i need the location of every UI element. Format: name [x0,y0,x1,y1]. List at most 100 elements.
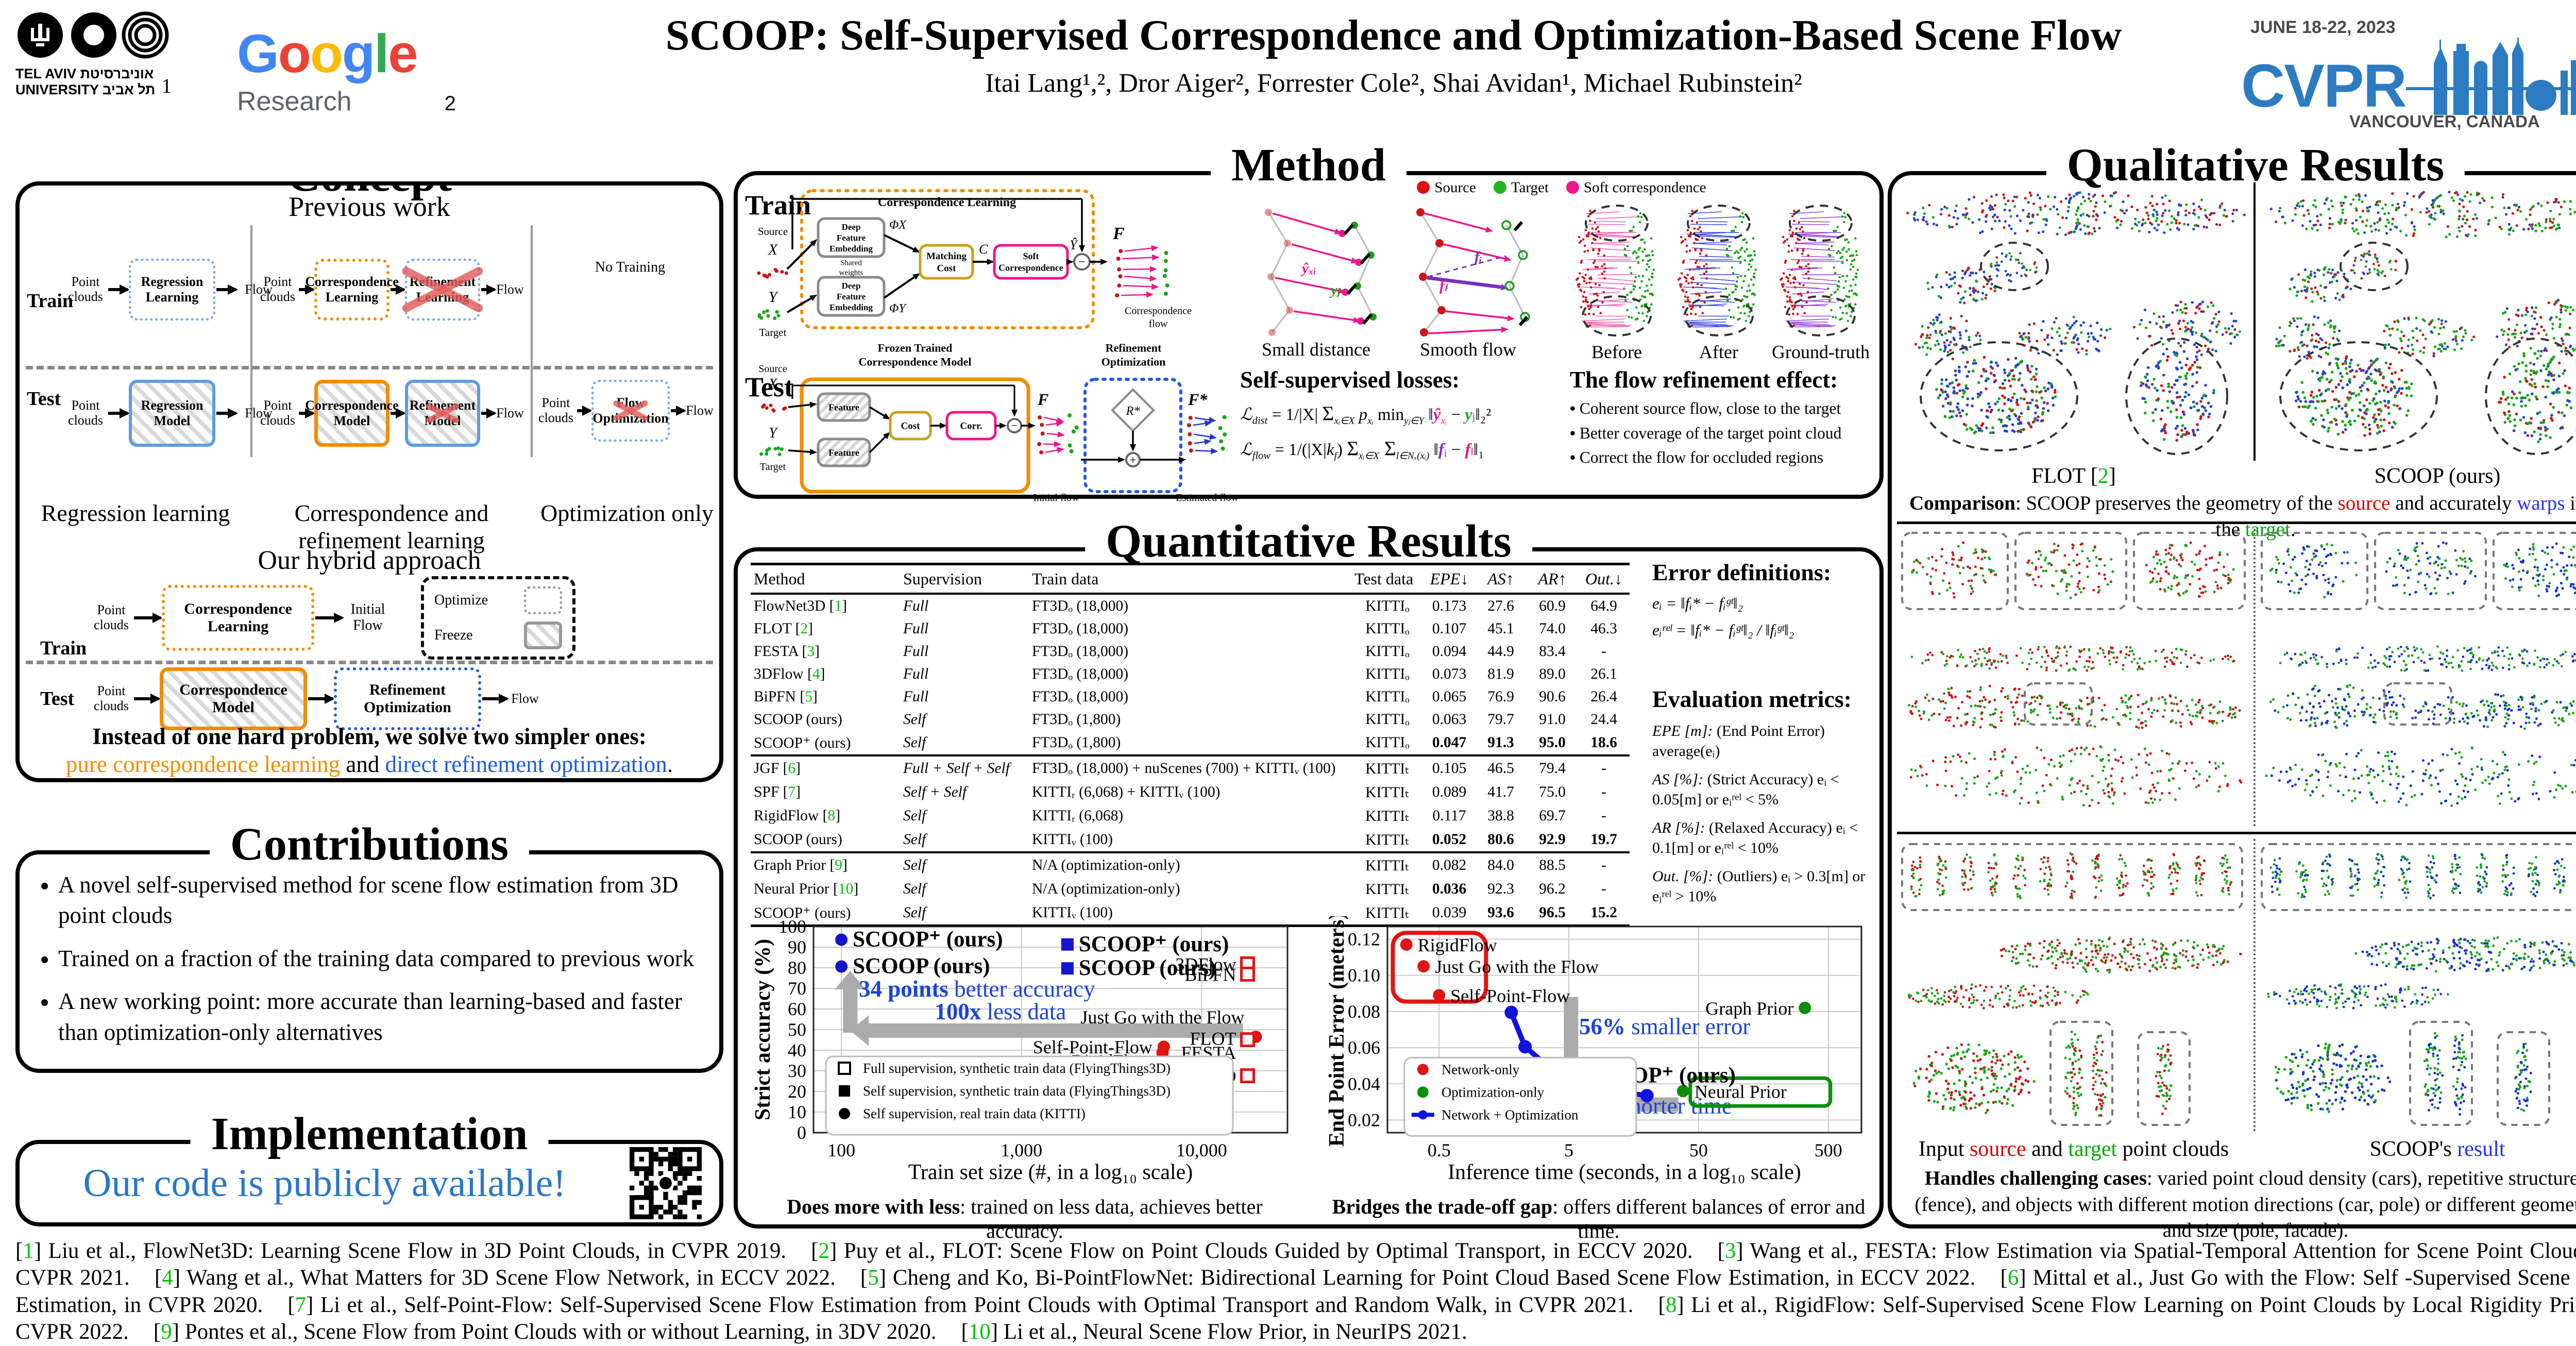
qualitative-results-section: Qualitative Results FLOT [2] SCOOP (ours… [1888,171,2576,1229]
metric-item: EPE [m]: (End Point Error) average(eᵢ) [1652,721,1882,761]
svg-text:0.10: 0.10 [1348,965,1380,986]
affiliation-2-marker: 2 [445,92,456,115]
svg-text:F: F [1037,390,1048,409]
svg-text:500: 500 [1815,1140,1842,1160]
poster-header: TEL AVIV אוניברסיטת UNIVERSITY תל אביב 1… [0,0,2576,135]
before-image [1568,199,1666,338]
hybrid-train-row: Train Point clouds Correspondence Learni… [40,576,575,660]
tau-name-line2: UNIVERSITY תל אביב [15,82,155,98]
svg-text:Graph Prior: Graph Prior [1705,998,1793,1019]
loss-sketches: ŷₓᵢ yⱼ Small distance fᵢ fₗ Smooth flow [1240,199,1554,363]
regression-train-cell: Point clouds Regression Learning Flow [64,259,249,321]
svg-text:BiPFN: BiPFN [1184,964,1236,985]
svg-text:0.04: 0.04 [1348,1073,1380,1094]
test-row-label: Test [27,388,61,410]
regression-caption: Regression learning [25,500,246,527]
legend-item: Source [1417,179,1476,196]
implementation-title: Implementation [191,1110,549,1159]
arrow-icon [108,288,128,291]
scoop-scene-image [2256,182,2576,461]
metric-item: AR [%]: (Relaxed Accuracy) eᵢ < 0.1[m] o… [1652,818,1882,858]
svg-text:−: − [1011,419,1018,432]
svg-text:10: 10 [788,1102,806,1122]
challenging-band-2 [1896,839,2576,1132]
smooth-flow-sketch [1392,199,1544,338]
column-divider [531,225,533,457]
svg-text:RigidFlow: RigidFlow [1418,935,1497,955]
svg-text:Self supervision, real train d: Self supervision, real train data (KITTI… [863,1106,1086,1121]
freeze-swatch-icon [524,621,562,649]
arrow-icon [108,412,128,415]
poster-authors: Itai Lang¹,², Dror Aiger², Forrester Col… [546,68,2241,98]
flow-optimization-box: Flow Optimization [591,380,670,442]
arrow-icon [134,697,159,700]
optimize-freeze-legend: Optimize Freeze [421,576,575,660]
implementation-section: Implementation Our code is publicly avai… [15,1140,723,1226]
svg-text:80: 80 [788,957,806,978]
tel-aviv-university-logo: TEL AVIV אוניברסיטת UNIVERSITY תל אביב 1 [15,9,237,98]
concept-section: Concept Previous work Train Test Point c… [15,181,723,782]
no-training-cell: No Training [540,259,720,276]
section-divider [1897,832,2576,834]
input-band1-image [1896,529,2253,827]
svg-text:34 points better accuracy: 34 points better accuracy [859,976,1095,1002]
svg-text:Correspondence Learning: Correspondence Learning [878,196,1016,209]
arrow-icon [315,616,342,619]
fi-label: fᵢ [1475,249,1482,266]
smooth-flow-caption: Smooth flow [1392,339,1544,360]
svg-text:60: 60 [788,999,806,1019]
svg-text:SCOOP⁺ (ours): SCOOP⁺ (ours) [853,928,1003,952]
effect-heading: The flow refinement effect: [1570,368,1879,392]
svg-text:C: C [979,242,988,257]
flow-smoothness-equation: ℒflow = 1/(|X|kf) Σxᵢ∈X Σl∈Nₓ(xᵢ) ‖fᵢ − … [1240,436,1554,462]
svg-text:SCOOP⁺ (ours): SCOOP⁺ (ours) [1079,932,1229,956]
arrow-icon [134,616,161,619]
chart2-caption: Bridges the trade-off gap: offers differ… [1323,1194,1874,1243]
tau-name-line1: TEL AVIV אוניברסיטת [15,66,155,82]
challenging-band-1 [1896,529,2576,827]
svg-text:Network + Optimization: Network + Optimization [1442,1107,1579,1122]
tau-emblem-icon [15,9,170,63]
contributions-title: Contributions [210,820,529,869]
hybrid-approach-heading: Our hybrid approach [20,545,719,576]
section-divider [1897,521,2576,524]
svg-text:Cost: Cost [901,421,921,432]
svg-text:100x less data: 100x less data [935,999,1066,1024]
arrow-icon [216,412,236,415]
hybrid-correspondence-learning-box: Correspondence Learning [162,585,314,651]
svg-text:F*: F* [1188,390,1208,409]
regression-test-cell: Point clouds Regression Model Flow [64,380,249,447]
vancouver-skyline-icon [2406,38,2576,115]
contribution-item: A new working point: more accurate than … [58,986,699,1048]
flot-scene-image [1896,182,2253,461]
qr-code [630,1147,702,1219]
corr-refine-test-cell: Point clouds Correspondence Model Refine… [258,380,528,447]
fl-label: fₗ [1439,277,1447,295]
effect-bullet: Correct the flow for occluded regions [1570,445,1879,469]
svg-text:5: 5 [1564,1140,1573,1160]
svg-text:ΦX: ΦX [889,218,907,232]
contributions-section: Contributions A novel self-supervised me… [15,850,723,1073]
svg-text:0.02: 0.02 [1348,1109,1380,1130]
evaluation-metrics: Evaluation metrics: EPE [m]: (End Point … [1652,685,1882,906]
svg-text:50: 50 [1689,1140,1708,1160]
optimization-test-cell: Point clouds Flow Optimization Flow [536,380,721,442]
arrow-icon [481,288,495,291]
legend-dot-icon [1566,181,1579,194]
svg-text:Train set size (#, in a log₁₀: Train set size (#, in a log₁₀ scale) [908,1160,1193,1184]
arrow-icon [308,697,333,700]
svg-text:Just Go with the Flow: Just Go with the Flow [1080,1007,1244,1028]
hybrid-correspondence-model-box: Correspondence Model [160,667,307,730]
arrow-icon [671,409,684,412]
flot-label: FLOT [2] [1892,464,2256,489]
legend-dot-icon [1417,181,1430,194]
legend-dot-icon [1494,181,1506,194]
svg-text:1,000: 1,000 [1001,1140,1042,1160]
